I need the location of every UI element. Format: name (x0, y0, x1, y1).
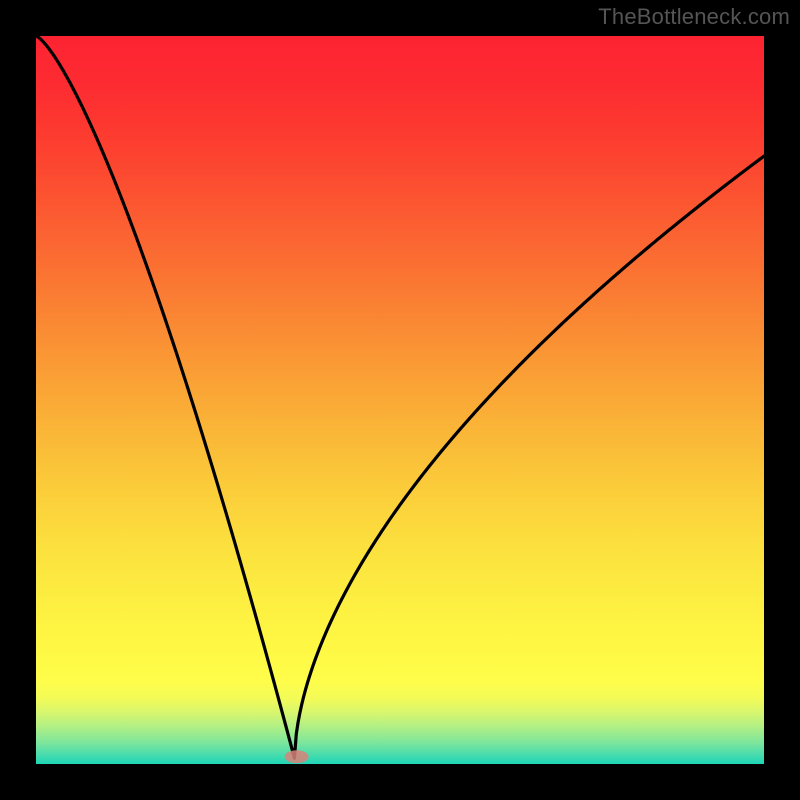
optimal-point-marker (285, 750, 309, 763)
watermark-text: TheBottleneck.com (598, 4, 790, 30)
bottleneck-chart (0, 0, 800, 800)
plot-area (36, 36, 764, 764)
chart-container: TheBottleneck.com (0, 0, 800, 800)
gradient-background (36, 36, 764, 764)
